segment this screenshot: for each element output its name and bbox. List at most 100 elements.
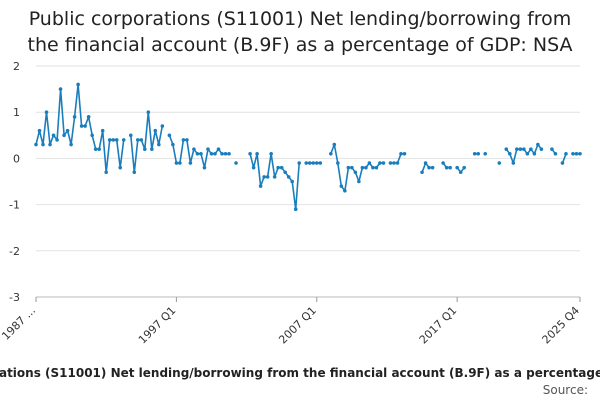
data-point <box>357 179 361 184</box>
data-point <box>48 142 52 147</box>
data-point <box>448 165 452 170</box>
data-point <box>518 147 523 151</box>
data-point <box>262 175 266 179</box>
data-point <box>420 170 424 175</box>
data-point <box>72 115 77 119</box>
data-point <box>146 110 151 114</box>
data-point <box>192 147 196 151</box>
data-point <box>69 142 73 147</box>
y-tick-label: 1 <box>13 106 20 119</box>
data-point <box>462 165 466 170</box>
data-point <box>150 147 154 151</box>
data-point <box>65 128 70 133</box>
chart-title-line-1: Public corporations (S11001) Net lending… <box>28 8 572 30</box>
data-point <box>44 110 49 114</box>
data-point <box>564 151 568 156</box>
data-point <box>216 147 221 151</box>
data-point <box>153 128 158 133</box>
data-point <box>209 151 214 156</box>
data-point <box>476 151 481 156</box>
data-point <box>360 165 365 170</box>
data-point <box>378 161 382 165</box>
data-point <box>283 170 287 175</box>
data-point <box>157 142 161 147</box>
data-point <box>97 147 101 151</box>
data-point <box>90 133 94 138</box>
y-tick-label: 2 <box>13 60 20 73</box>
data-point <box>258 184 263 188</box>
data-point <box>339 184 344 188</box>
data-point <box>430 165 435 170</box>
data-point <box>269 151 273 156</box>
data-point <box>423 161 428 165</box>
data-point <box>76 82 80 87</box>
y-tick-label: -1 <box>9 199 20 212</box>
x-tick-label: 1997 Q1 <box>136 304 179 347</box>
chart-title-line-2: the financial account (B.9F) as a percen… <box>27 34 573 56</box>
data-point <box>121 138 126 142</box>
data-point <box>455 165 459 170</box>
y-tick-label: -2 <box>9 245 20 258</box>
data-point <box>402 151 407 156</box>
x-tick-label: 2017 Q1 <box>417 304 460 347</box>
data-point <box>529 147 533 151</box>
data-point <box>427 165 431 170</box>
data-point <box>304 161 309 165</box>
data-point <box>311 161 316 165</box>
data-point <box>86 115 91 119</box>
data-point <box>255 151 259 156</box>
data-point <box>329 151 333 156</box>
data-point <box>188 161 193 165</box>
data-point <box>202 165 207 170</box>
data-point <box>550 147 554 151</box>
data-point <box>532 151 537 156</box>
data-point <box>55 138 59 142</box>
data-point <box>37 128 42 133</box>
data-point <box>290 179 295 184</box>
data-point <box>522 147 526 151</box>
source-label: Source: <box>542 383 588 397</box>
y-tick-label: -3 <box>9 291 20 304</box>
data-point <box>578 151 582 156</box>
data-point <box>34 142 38 147</box>
data-point <box>497 161 502 165</box>
data-point <box>336 161 340 165</box>
data-point <box>174 161 179 165</box>
data-point <box>553 151 558 156</box>
chart-title: Public corporations (S11001) Net lending… <box>0 6 600 58</box>
x-tick-label: 2007 Q1 <box>276 304 319 347</box>
data-point <box>251 165 256 170</box>
data-point <box>571 151 575 156</box>
data-point <box>171 142 175 147</box>
data-point <box>525 151 530 156</box>
data-point <box>223 151 228 156</box>
data-point <box>286 175 291 179</box>
data-point <box>392 161 396 165</box>
series-line <box>35 83 125 174</box>
data-point <box>458 170 463 175</box>
data-point <box>395 161 400 165</box>
data-point <box>381 161 386 165</box>
data-point <box>132 170 137 175</box>
data-point <box>178 161 182 165</box>
data-point <box>279 165 284 170</box>
gridlines <box>36 65 580 298</box>
data-point <box>343 188 347 193</box>
data-point <box>318 161 323 165</box>
data-point <box>100 128 105 133</box>
data-point <box>220 151 224 156</box>
series-line <box>130 111 164 174</box>
data-point <box>185 138 189 142</box>
legend: Public corporations (S11001) Net lending… <box>0 366 600 386</box>
data-point <box>213 151 217 156</box>
data-point <box>346 165 351 170</box>
data-point <box>104 170 108 175</box>
data-series <box>34 82 582 212</box>
data-point <box>332 142 337 147</box>
data-point <box>353 170 358 175</box>
data-point <box>234 161 238 165</box>
data-point <box>79 124 84 128</box>
data-point <box>511 161 516 165</box>
data-point <box>472 151 477 156</box>
